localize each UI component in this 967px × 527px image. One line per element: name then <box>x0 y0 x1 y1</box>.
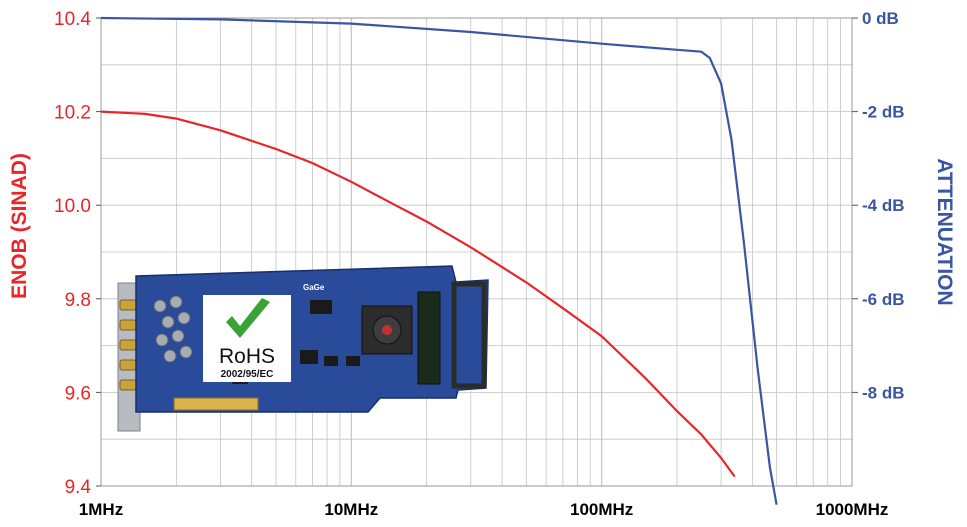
rohs-title: RoHS <box>219 345 275 368</box>
x-tick-label: 10MHz <box>324 500 378 519</box>
y-left-tick-label: 10.4 <box>54 9 91 30</box>
y-right-tick-label: -6 dB <box>862 290 905 309</box>
memory-module <box>417 291 441 385</box>
product-board-image: GaGe RoHS 2002/95/EC <box>117 265 489 432</box>
pci-edge-connector <box>173 397 259 411</box>
board-handle <box>451 281 487 389</box>
capacitors <box>153 295 193 363</box>
enob-series-line <box>100 110 736 478</box>
rohs-subtitle: 2002/95/EC <box>221 369 274 380</box>
y-left-axis-title: ENOB (SINAD) <box>8 153 31 299</box>
y-left-tick-label: 10.0 <box>54 196 91 217</box>
y-left-ticks: 9.4 9.6 9.8 10.0 10.2 10.4 <box>54 9 101 498</box>
y-right-tick-label: -8 dB <box>862 383 905 402</box>
plot-frame <box>100 17 853 487</box>
y-left-tick-label: 10.2 <box>54 103 91 124</box>
y-right-tick-label: -2 dB <box>862 103 905 122</box>
attenuation-series-line <box>100 16 778 505</box>
y-right-ticks: 0 dB -2 dB -4 dB -6 dB -8 dB <box>852 9 905 402</box>
y-left-tick-label: 9.4 <box>65 477 92 498</box>
y-right-tick-label: 0 dB <box>862 9 899 28</box>
fan-logo <box>382 325 392 335</box>
y-left-tick-label: 9.8 <box>65 290 91 311</box>
x-tick-label: 100MHz <box>570 500 633 519</box>
x-tick-label: 1000MHz <box>816 500 889 519</box>
board-logo: GaGe <box>303 283 325 292</box>
x-tick-label: 1MHz <box>79 500 123 519</box>
check-icon <box>226 298 270 338</box>
y-right-tick-label: -4 dB <box>862 196 905 215</box>
y-right-axis-title: ATTENUATION <box>933 158 956 305</box>
x-ticks: 1MHz 10MHz 100MHz 1000MHz <box>79 500 889 519</box>
bnc-connectors <box>119 299 137 391</box>
rohs-label <box>203 295 291 382</box>
y-left-tick-label: 9.6 <box>65 383 91 404</box>
